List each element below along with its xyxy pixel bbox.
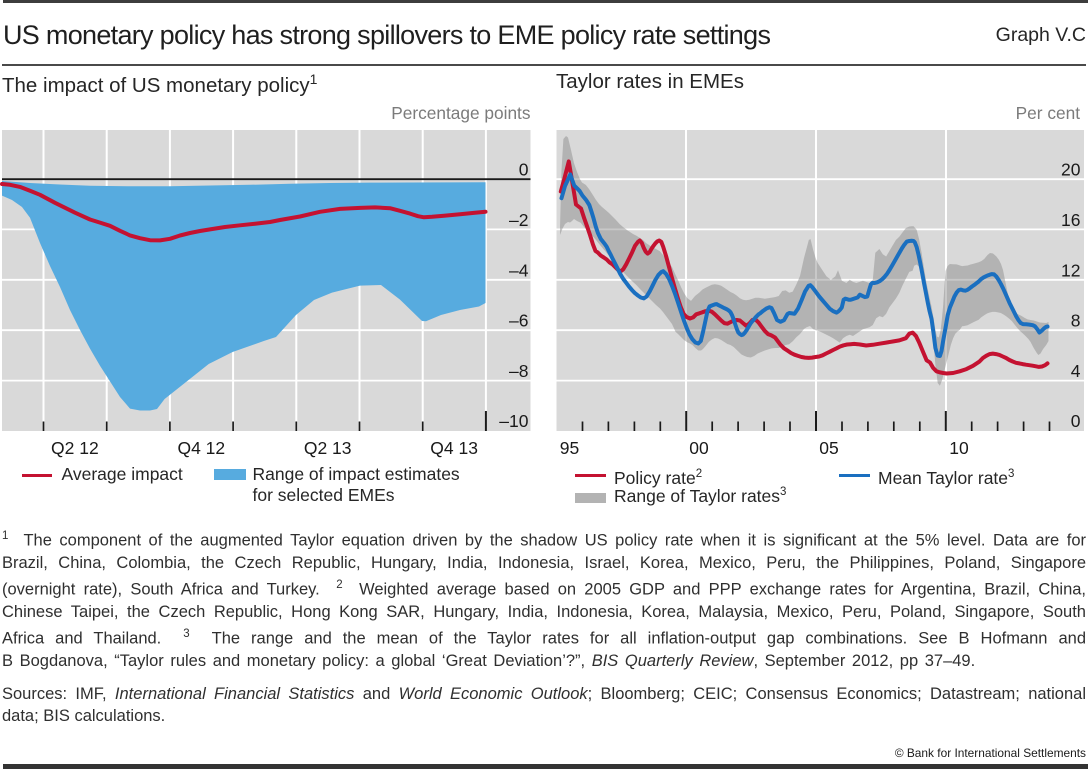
svg-text:Q4 12: Q4 12	[177, 438, 225, 458]
svg-text:Q4 13: Q4 13	[430, 438, 478, 458]
svg-text:00: 00	[689, 438, 709, 458]
svg-text:95: 95	[560, 438, 579, 458]
svg-text:12: 12	[1061, 260, 1080, 280]
svg-text:05: 05	[819, 438, 838, 458]
svg-text:4: 4	[1071, 361, 1081, 381]
svg-text:0: 0	[1071, 411, 1081, 431]
svg-text:8: 8	[1071, 311, 1081, 331]
svg-text:–6: –6	[509, 311, 528, 331]
svg-text:16: 16	[1061, 210, 1080, 230]
svg-text:–8: –8	[509, 361, 528, 381]
svg-text:20: 20	[1061, 160, 1081, 180]
svg-text:Q2 13: Q2 13	[304, 438, 352, 458]
svg-text:–10: –10	[499, 411, 528, 431]
svg-text:10: 10	[949, 438, 969, 458]
svg-text:–2: –2	[509, 210, 528, 230]
svg-text:Q2 12: Q2 12	[51, 438, 99, 458]
svg-text:–4: –4	[509, 260, 529, 280]
svg-text:0: 0	[519, 160, 529, 180]
